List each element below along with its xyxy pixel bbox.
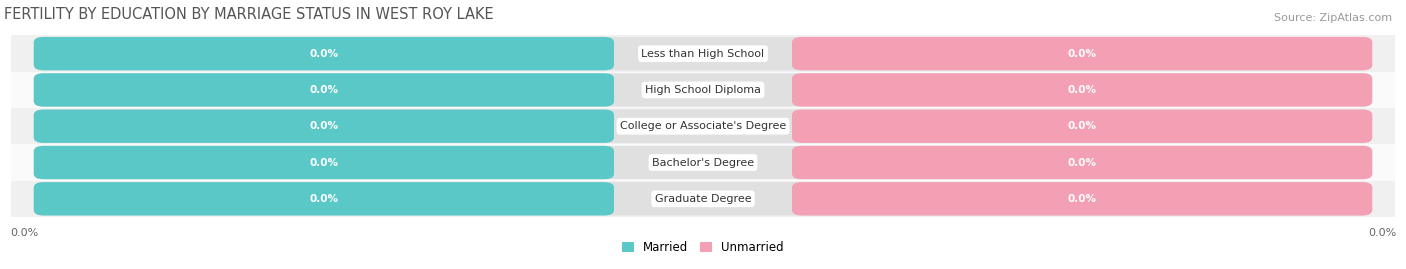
FancyBboxPatch shape [34,37,1372,70]
Bar [11,108,1395,144]
Text: Bachelor's Degree: Bachelor's Degree [652,158,754,168]
Text: 0.0%: 0.0% [1067,158,1097,168]
Text: High School Diploma: High School Diploma [645,85,761,95]
FancyBboxPatch shape [34,73,1372,107]
Text: 0.0%: 0.0% [1067,121,1097,131]
Bar [11,72,1395,108]
FancyBboxPatch shape [34,182,1372,215]
Text: 0.0%: 0.0% [1067,194,1097,204]
FancyBboxPatch shape [792,182,1372,215]
FancyBboxPatch shape [34,37,614,70]
Text: Graduate Degree: Graduate Degree [655,194,751,204]
Bar [11,36,1395,72]
Bar [11,181,1395,217]
FancyBboxPatch shape [792,146,1372,179]
Text: 0.0%: 0.0% [1067,85,1097,95]
FancyBboxPatch shape [34,182,614,215]
FancyBboxPatch shape [34,73,614,107]
Text: 0.0%: 0.0% [309,49,339,59]
FancyBboxPatch shape [34,109,614,143]
Text: 0.0%: 0.0% [309,158,339,168]
Legend: Married, Unmarried: Married, Unmarried [617,236,789,259]
Text: Less than High School: Less than High School [641,49,765,59]
Text: College or Associate's Degree: College or Associate's Degree [620,121,786,131]
Bar [11,144,1395,181]
FancyBboxPatch shape [792,37,1372,70]
Text: 0.0%: 0.0% [1067,49,1097,59]
Text: Source: ZipAtlas.com: Source: ZipAtlas.com [1274,13,1392,23]
Text: FERTILITY BY EDUCATION BY MARRIAGE STATUS IN WEST ROY LAKE: FERTILITY BY EDUCATION BY MARRIAGE STATU… [4,7,494,22]
FancyBboxPatch shape [34,109,1372,143]
FancyBboxPatch shape [792,73,1372,107]
Text: 0.0%: 0.0% [309,194,339,204]
Text: 0.0%: 0.0% [309,85,339,95]
Text: 0.0%: 0.0% [309,121,339,131]
FancyBboxPatch shape [34,146,614,179]
FancyBboxPatch shape [792,109,1372,143]
FancyBboxPatch shape [34,146,1372,179]
